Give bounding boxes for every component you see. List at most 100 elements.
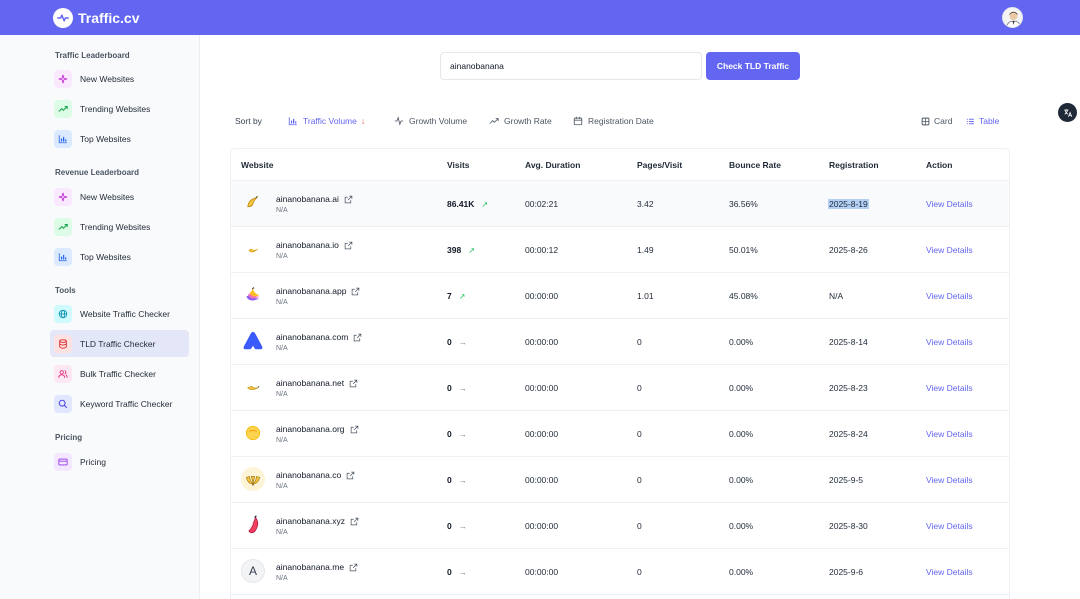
view-details-link[interactable]: View Details (926, 383, 973, 393)
table-row: ainanobanana.io N/A 398 ↗ 00:00:12 1.49 5… (231, 227, 1009, 273)
view-details-link[interactable]: View Details (926, 245, 973, 255)
view-details-link[interactable]: View Details (926, 199, 973, 209)
sidebar-item-website-traffic-checker[interactable]: Website Traffic Checker (50, 300, 189, 327)
bounce-rate-value: 0.00% (729, 429, 754, 439)
view-details-link[interactable]: View Details (926, 475, 973, 485)
banana-icon (241, 375, 265, 399)
sidebar-item-label: Top Websites (80, 251, 131, 262)
sidebar-item-tld-traffic-checker[interactable]: TLD Traffic Checker (50, 330, 189, 357)
pages-per-visit-value: 0 (637, 567, 642, 577)
external-link-icon[interactable] (349, 563, 358, 572)
sidebar-item-revenue-top-websites[interactable]: Top Websites (50, 243, 189, 270)
registration-date-value: 2025-8-23 (829, 383, 868, 393)
translate-icon[interactable] (1058, 103, 1077, 122)
visits-value: 0 → (447, 521, 467, 531)
pages-per-visit-value: 1.49 (637, 245, 654, 255)
trend-up-icon: ↗ (468, 245, 475, 255)
sidebar-item-label: Trending Websites (80, 103, 151, 114)
sort-traffic-volume[interactable]: Traffic Volume ↓ (288, 115, 365, 127)
bar-chart-icon (288, 117, 297, 126)
registration-date-value: 2025-8-19 (828, 199, 869, 209)
brand-logo[interactable]: Traffic.cv (53, 7, 140, 28)
sort-growth-volume[interactable]: Growth Volume (394, 115, 467, 127)
visits-value: 398 ↗ (447, 245, 475, 255)
table-row: ainanobanana.net N/A 0 → 00:00:00 0 0.00%… (231, 365, 1009, 411)
sidebar-item-label: Keyword Traffic Checker (80, 398, 173, 409)
external-link-icon[interactable] (344, 195, 353, 204)
visits-value: 0 → (447, 567, 467, 577)
column-header-avg-duration: Avg. Duration (525, 160, 581, 170)
pages-per-visit-value: 3.42 (637, 199, 654, 209)
brand-name: Traffic.cv (78, 9, 140, 26)
external-link-icon[interactable] (353, 333, 362, 342)
sidebar-item-keyword-traffic-checker[interactable]: Keyword Traffic Checker (50, 390, 189, 417)
bounce-rate-value: 45.08% (729, 291, 758, 301)
website-subtitle: N/A (276, 391, 288, 398)
user-avatar[interactable] (1002, 7, 1023, 28)
sort-growth-rate[interactable]: Growth Rate (489, 115, 552, 127)
view-details-link[interactable]: View Details (926, 567, 973, 577)
avg-duration-value: 00:00:00 (525, 291, 559, 301)
column-header-bounce-rate: Bounce Rate (729, 160, 781, 170)
arrow-right-icon: → (458, 383, 467, 393)
sidebar-item-label: New Websites (80, 191, 135, 202)
sidebar-item-bulk-traffic-checker[interactable]: Bulk Traffic Checker (50, 360, 189, 387)
website-subtitle: N/A (276, 575, 288, 582)
globe-icon (54, 304, 72, 323)
website-domain[interactable]: ainanobanana.app (276, 286, 360, 296)
sidebar-item-revenue-new-websites[interactable]: New Websites (50, 183, 189, 210)
external-link-icon[interactable] (351, 287, 360, 296)
table-header: Website Visits Avg. Duration Pages/Visit… (231, 149, 1009, 181)
view-details-link[interactable]: View Details (926, 429, 973, 439)
main-content: Check TLD Traffic Sort by Traffic Volume… (200, 35, 1080, 599)
view-table-label: Table (979, 116, 1000, 126)
website-domain[interactable]: ainanobanana.xyz (276, 516, 359, 526)
view-details-link[interactable]: View Details (926, 291, 973, 301)
external-link-icon[interactable] (350, 425, 359, 434)
list-icon (966, 118, 974, 124)
view-card-label: Card (934, 116, 953, 126)
visits-value: 0 → (447, 475, 467, 485)
view-details-link[interactable]: View Details (926, 337, 973, 347)
tld-search-input[interactable] (440, 52, 702, 80)
sidebar-item-traffic-trending-websites[interactable]: Trending Websites (50, 95, 189, 122)
avg-duration-value: 00:00:00 (525, 521, 559, 531)
arrow-right-icon: → (458, 429, 467, 439)
external-link-icon[interactable] (349, 379, 358, 388)
pages-per-visit-value: 0 (637, 337, 642, 347)
column-header-pages-visit: Pages/Visit (637, 160, 683, 170)
sort-registration-date[interactable]: Registration Date (573, 115, 654, 127)
website-domain[interactable]: ainanobanana.me (276, 562, 358, 572)
external-link-icon[interactable] (350, 517, 359, 526)
sort-option-label: Growth Volume (409, 116, 468, 126)
website-domain[interactable]: ainanobanana.org (276, 424, 359, 434)
avg-duration-value: 00:00:00 (525, 429, 559, 439)
website-domain[interactable]: ainanobanana.io (276, 240, 353, 250)
sidebar-item-revenue-trending-websites[interactable]: Trending Websites (50, 213, 189, 240)
sidebar-item-label: TLD Traffic Checker (80, 338, 156, 349)
sidebar-item-traffic-new-websites[interactable]: New Websites (50, 65, 189, 92)
view-card-button[interactable]: Card (921, 115, 952, 127)
view-details-link[interactable]: View Details (926, 521, 973, 531)
registration-date-value: 2025-8-30 (829, 521, 868, 531)
website-domain[interactable]: ainanobanana.net (276, 378, 358, 388)
sidebar-item-traffic-top-websites[interactable]: Top Websites (50, 125, 189, 152)
sort-by-label: Sort by (235, 116, 262, 126)
grid-icon (921, 117, 930, 125)
avg-duration-value: 00:00:12 (525, 245, 559, 255)
top-bar: Traffic.cv (0, 0, 1080, 35)
website-domain[interactable]: ainanobanana.com (276, 332, 362, 342)
external-link-icon[interactable] (346, 471, 355, 480)
registration-date-value: 2025-9-6 (829, 567, 864, 577)
view-table-button[interactable]: Table (966, 115, 999, 127)
check-tld-traffic-button[interactable]: Check TLD Traffic (706, 52, 800, 80)
external-link-icon[interactable] (344, 241, 353, 250)
activity-icon (394, 116, 404, 126)
sidebar-item-pricing[interactable]: Pricing (50, 448, 189, 475)
website-domain[interactable]: ainanobanana.ai (276, 194, 353, 204)
sort-option-label: Traffic Volume (303, 116, 357, 126)
table-row: ainanobanana.app N/A 7 ↗ 00:00:00 1.01 45… (231, 273, 1009, 319)
sidebar-item-label: Pricing (80, 456, 106, 467)
bounce-rate-value: 0.00% (729, 383, 754, 393)
website-domain[interactable]: ainanobanana.co (276, 470, 355, 480)
